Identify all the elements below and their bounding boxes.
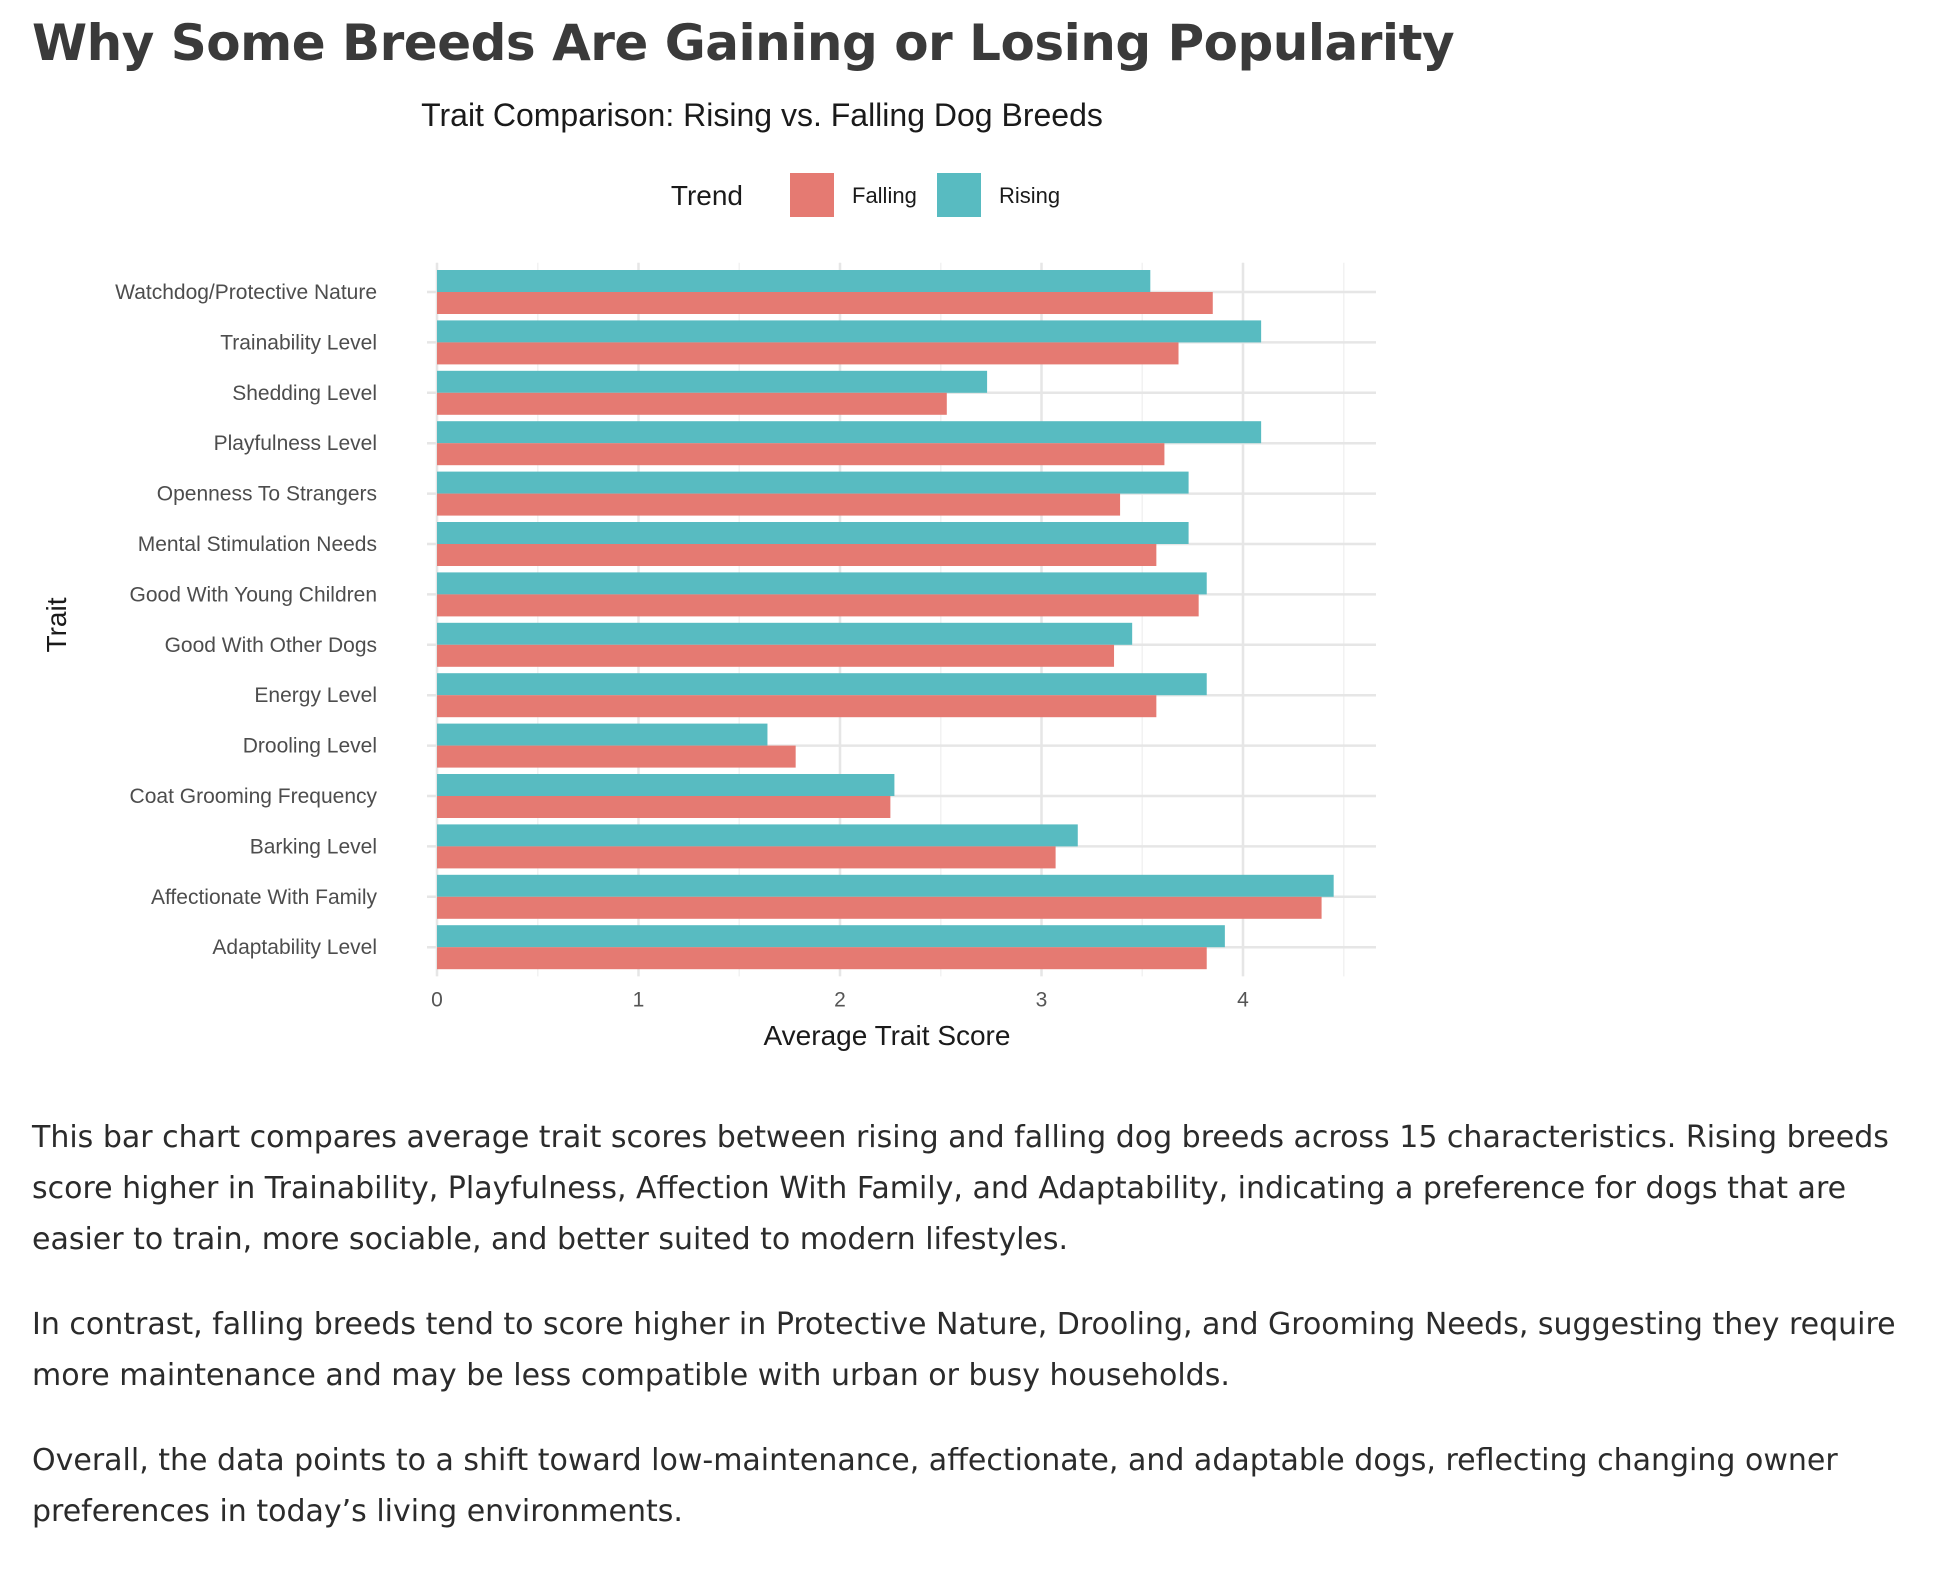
bar-falling — [437, 846, 1056, 869]
y-tick-label: Openness To Strangers — [157, 483, 377, 506]
y-tick-label: Mental Stimulation Needs — [138, 533, 377, 556]
bar-falling — [437, 695, 1157, 718]
bar-falling — [437, 796, 891, 818]
y-tick-label: Coat Grooming Frequency — [130, 785, 378, 808]
bars — [437, 270, 1334, 970]
legend-title: Trend — [671, 180, 743, 211]
legend-swatch — [790, 173, 834, 217]
bar-falling — [437, 745, 796, 768]
bar-falling — [437, 544, 1157, 566]
x-tick-label: 2 — [834, 988, 846, 1011]
y-tick-label: Good With Other Dogs — [165, 634, 377, 657]
bar-rising — [437, 320, 1262, 343]
y-tick-label: Adaptability Level — [212, 936, 377, 959]
bar-falling — [437, 594, 1199, 617]
bar-falling — [437, 392, 947, 415]
y-tick-label: Trainability Level — [220, 331, 377, 354]
chart-container: Trait Comparison: Rising vs. Falling Dog… — [0, 90, 1960, 1070]
bar-rising — [437, 572, 1207, 595]
bar-rising — [437, 270, 1151, 292]
bar-rising — [437, 622, 1133, 645]
bar-rising — [437, 471, 1189, 494]
bar-rising — [437, 723, 768, 746]
x-tick-label: 1 — [633, 988, 645, 1011]
legend-label: Falling — [852, 183, 917, 208]
x-axis-title: Average Trait Score — [764, 1020, 1011, 1051]
y-tick-label: Shedding Level — [232, 382, 377, 405]
y-tick-label: Energy Level — [254, 684, 377, 707]
description-paragraph: This bar chart compares average trait sc… — [32, 1120, 1889, 1257]
bar-chart: Trait Comparison: Rising vs. Falling Dog… — [41, 97, 1376, 1051]
gridlines — [427, 262, 1376, 977]
bar-rising — [437, 673, 1207, 696]
page-title: Why Some Breeds Are Gaining or Losing Po… — [32, 14, 1455, 72]
bar-falling — [437, 292, 1213, 314]
y-tick-label: Playfulness Level — [214, 432, 377, 455]
y-axis-labels: Watchdog/Protective Nature Trainability L… — [115, 281, 377, 959]
description-paragraph: In contrast, falling breeds tend to scor… — [32, 1307, 1896, 1393]
bar-rising — [437, 522, 1189, 544]
x-tick-label: 4 — [1237, 988, 1249, 1011]
bar-falling — [437, 896, 1322, 919]
bar-falling — [437, 493, 1121, 516]
y-tick-label: Watchdog/Protective Nature — [115, 281, 377, 304]
legend-label: Rising — [999, 183, 1060, 208]
bar-falling — [437, 947, 1207, 970]
y-tick-label: Drooling Level — [243, 735, 377, 758]
bar-falling — [437, 342, 1179, 365]
description: This bar chart compares average trait sc… — [32, 1112, 1932, 1571]
chart-title: Trait Comparison: Rising vs. Falling Dog… — [421, 97, 1103, 133]
y-axis-title: Trait — [41, 597, 72, 652]
bar-rising — [437, 421, 1262, 444]
bar-rising — [437, 824, 1078, 847]
x-axis-labels: 0 1 2 3 4 — [431, 988, 1249, 1011]
x-tick-label: 3 — [1036, 988, 1048, 1011]
bar-rising — [437, 874, 1334, 897]
x-tick-label: 0 — [431, 988, 443, 1011]
y-tick-label: Barking Level — [250, 835, 377, 858]
y-tick-label: Good With Young Children — [130, 583, 378, 606]
description-paragraph: Overall, the data points to a shift towa… — [32, 1443, 1838, 1529]
bar-falling — [437, 644, 1115, 667]
bar-rising — [437, 925, 1225, 948]
legend-swatch — [937, 173, 981, 217]
bar-rising — [437, 370, 988, 393]
legend: Trend Falling Rising — [671, 173, 1060, 217]
bar-falling — [437, 443, 1165, 466]
y-tick-label: Affectionate With Family — [151, 886, 378, 909]
bar-rising — [437, 774, 895, 796]
